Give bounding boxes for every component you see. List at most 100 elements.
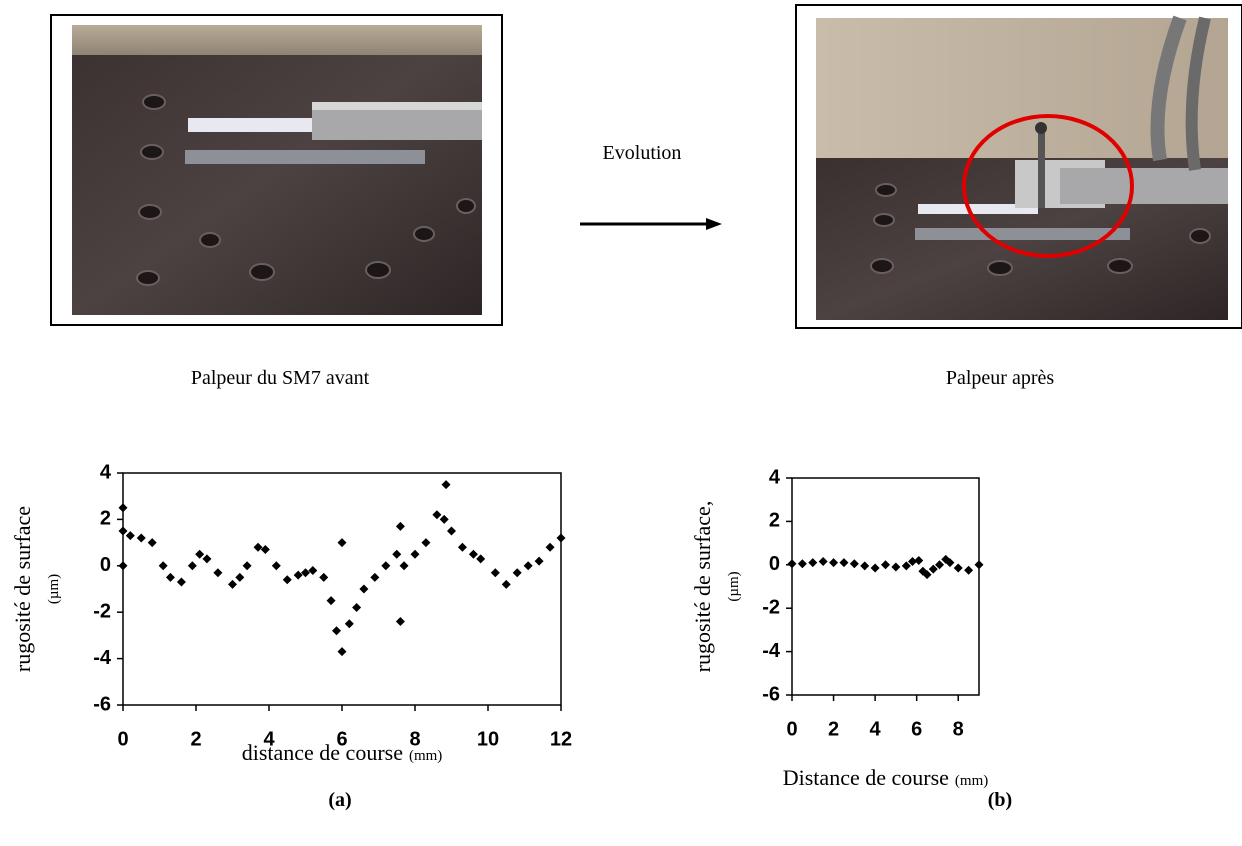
data-point [818,557,828,567]
data-point [242,561,252,571]
data-point [118,561,128,571]
data-point [253,542,263,552]
data-point [202,554,212,564]
plot-area [122,472,562,706]
x-tick-label: 2 [828,718,839,740]
x-axis-unit: (mm) [409,748,442,764]
x-tick-label: 0 [117,728,128,750]
x-tick-label: 8 [953,718,964,740]
data-point [410,549,420,559]
data-point [293,570,303,580]
data-point [829,558,839,568]
data-point [359,584,369,594]
data-point [501,579,511,589]
data-point [534,556,544,566]
data-point [476,554,486,564]
photo-caption: Palpeur après [946,367,1055,389]
data-point [439,514,449,524]
y-tick-label: -2 [93,600,111,622]
chart: 4 2 0 -2 -4 -6 0 2 4 6 8 10 12 rugosité de surface (µm… [10,461,572,811]
x-tick-label: 12 [550,728,572,750]
data-point [392,549,402,559]
x-tick-label: 10 [477,728,499,750]
data-point [326,596,336,606]
data-point [860,561,870,571]
x-axis-label-text: distance de course [242,740,403,765]
x-tick-label: 6 [911,718,922,740]
data-point [914,555,924,565]
data-point [337,647,347,657]
data-point [352,603,362,613]
data-point [870,563,880,573]
y-tick-label: -2 [762,596,780,618]
data-point [308,565,318,575]
panel-label: (a) [328,789,351,811]
data-point [213,568,223,578]
arrow [580,218,722,230]
data-point [891,562,901,572]
y-axis-unit: (µm) [46,574,62,604]
y-tick-label: -4 [93,647,112,669]
data-point [319,572,329,582]
data-point [395,521,405,531]
x-tick-label: 4 [263,728,275,750]
data-point [964,565,974,575]
data-point [125,531,135,541]
plot-area [791,477,980,696]
data-point [332,626,342,636]
y-tick-label: 4 [769,466,781,488]
data-point [468,549,478,559]
data-point [797,559,807,569]
data-point [228,579,237,589]
data-point [136,533,146,543]
data-point [922,570,932,580]
data-point [490,568,500,578]
data-point [974,560,984,570]
x-tick-label: 6 [336,728,347,750]
y-tick-label: 0 [100,554,111,576]
data-point [908,557,918,567]
y-axis-label: rugosité de surface, [690,501,715,673]
data-point [301,568,310,578]
data-point [441,480,451,490]
data-point [953,563,963,573]
data-point [935,560,945,570]
x-axis-unit: (mm) [955,773,988,789]
y-axis-label: rugosité de surface [10,506,35,672]
x-axis-label-text: Distance de course [783,765,949,790]
data-point [165,572,175,582]
data-point [147,538,157,548]
y-tick-label: 4 [100,461,112,483]
data-point [235,572,245,582]
data-point [344,619,354,629]
data-point [839,558,849,568]
x-tick-label: 2 [190,728,201,750]
data-point [187,561,197,571]
photo-before [50,14,503,326]
y-tick-label: 2 [769,510,780,532]
data-point [421,538,431,548]
chart: 4 2 0 -2 -4 -6 0 2 4 6 8 rugosité de surface, (µm) Di… [690,466,1012,811]
data-point [901,561,911,571]
photo-caption: Palpeur du SM7 avant [191,367,370,389]
x-axis-label: Distance de course (mm) [783,765,988,790]
data-point [395,616,405,626]
x-axis-label: distance de course (mm) [242,740,443,765]
x-tick-label: 0 [786,718,797,740]
panel-label: (b) [988,789,1012,811]
y-tick-label: 0 [769,553,780,575]
photo-after [795,4,1242,329]
x-tick-label: 4 [870,718,882,740]
data-point [399,561,409,571]
data-point [370,572,380,582]
data-point [260,545,270,555]
data-point [176,577,186,587]
y-tick-label: -6 [93,693,111,715]
y-axis-unit: (µm) [726,571,742,601]
y-tick-label: -4 [762,640,781,662]
data-point [808,558,818,568]
data-point [945,558,955,568]
evolution-label: Evolution [603,142,682,164]
data-point [556,533,566,543]
